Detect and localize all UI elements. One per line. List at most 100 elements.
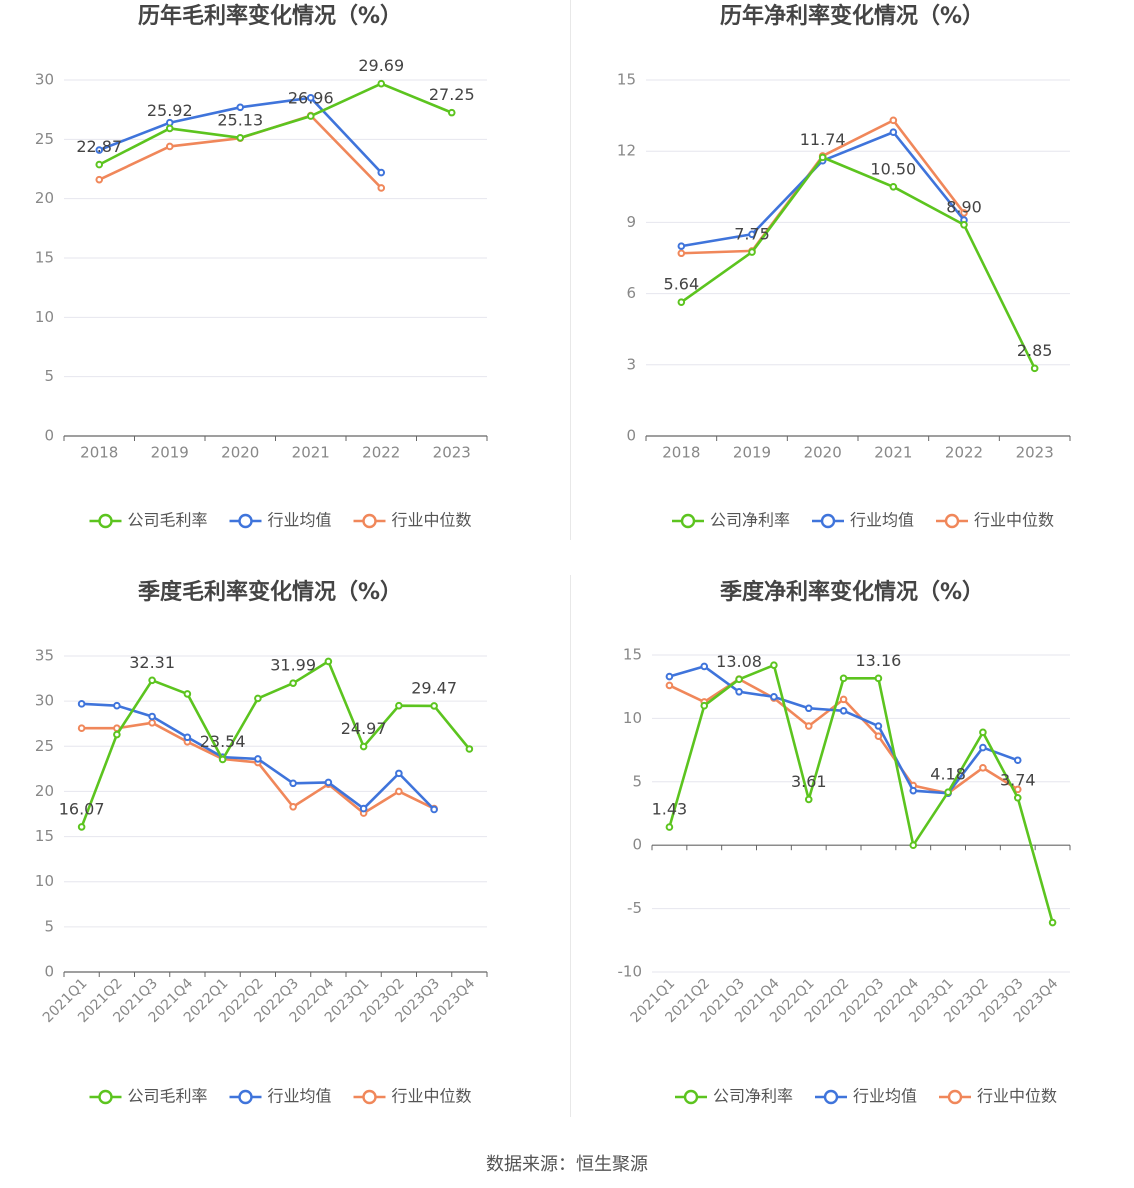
data-point-industry_avg (77, 700, 86, 708)
legend-item-industry_avg: 行业均值 (229, 1087, 332, 1106)
legend-marker (680, 513, 696, 529)
series-line-company (680, 156, 1036, 369)
chart-panel-2: 历年净利率变化情况（%） 0 3 6 9 12 15 2018 2019 2020 2021 2022… (617, 3, 1071, 530)
y-tick-label: 5 (44, 917, 54, 935)
x-tick-label: 2019 (733, 444, 771, 462)
data-point-industry_avg (236, 103, 245, 112)
data-point-company (839, 674, 848, 683)
legend-marker (823, 1089, 839, 1105)
legend-marker (947, 1089, 963, 1105)
chart-title: 历年净利率变化情况（%） (720, 3, 984, 29)
legend-label: 行业中位数 (392, 511, 472, 530)
data-label: 3.74 (1000, 770, 1036, 789)
data-point-industry_avg (377, 168, 386, 177)
y-tick-label: 0 (44, 427, 54, 445)
data-label: 2.85 (1017, 341, 1053, 360)
data-point-company (148, 676, 156, 685)
y-tick-label: 35 (35, 647, 54, 665)
data-point-company (236, 133, 245, 142)
data-point-industry_avg (148, 712, 156, 721)
x-tick-label: 2023 (433, 444, 471, 462)
data-label: 10.50 (870, 159, 916, 178)
y-tick-label: 30 (35, 692, 54, 710)
data-point-company (218, 755, 227, 764)
data-point-company (465, 745, 474, 753)
x-tick-label: 2018 (80, 444, 118, 462)
data-point-industry_avg (770, 693, 778, 701)
y-tick-label: 15 (35, 249, 54, 267)
data-point-industry_avg (183, 733, 192, 742)
y-tick-label: 3 (626, 355, 636, 373)
legend-label: 行业均值 (850, 511, 914, 530)
data-point-company (77, 823, 86, 831)
data-point-industry_avg (748, 230, 756, 239)
data-point-industry_median (665, 681, 674, 690)
y-tick-label: 30 (35, 71, 54, 89)
legend-item-company: 公司毛利率 (89, 511, 208, 530)
legend-label: 公司净利率 (713, 1087, 793, 1106)
y-tick-label: 25 (35, 130, 54, 148)
legend-label: 公司净利率 (710, 511, 790, 530)
y-tick-label: 12 (617, 142, 636, 160)
chart-panel-3: 季度毛利率变化情况（%）051015202530352021Q12021Q220… (35, 579, 488, 1106)
legend-marker (362, 1089, 377, 1105)
data-point-company (1030, 364, 1039, 373)
y-tick-label: 15 (35, 827, 54, 845)
data-label: 25.13 (217, 110, 263, 129)
legend-item-company: 公司净利率 (672, 511, 790, 530)
y-tick-label: 10 (35, 872, 54, 890)
x-tick-label: 2020 (221, 444, 259, 462)
y-tick-label: 15 (617, 71, 636, 89)
legend-marker (820, 513, 836, 529)
data-point-industry_median (889, 116, 898, 125)
data-point-industry_avg (700, 662, 709, 671)
data-point-industry_avg (430, 805, 438, 814)
data-point-company (377, 79, 386, 88)
y-tick-label: 10 (35, 308, 54, 326)
data-point-company (960, 220, 968, 229)
legend-label: 行业中位数 (974, 511, 1054, 530)
legend-marker (238, 513, 253, 529)
x-tick-label: 2019 (151, 444, 189, 462)
data-point-industry_avg (113, 701, 121, 710)
data-label: 23.54 (200, 732, 246, 751)
data-point-industry_median (377, 184, 386, 192)
data-point-company (324, 657, 333, 666)
data-point-industry_median (289, 802, 297, 811)
data-point-industry_median (95, 175, 104, 184)
x-tick-label: 2021 (874, 444, 912, 462)
y-tick-label: 5 (632, 772, 642, 790)
data-point-company (979, 728, 987, 737)
data-label: 27.25 (429, 85, 475, 104)
chart-panel-1: 历年毛利率变化情况（%） 0 5 10 15 20 25 30 2018 2019 2020 2021… (35, 3, 488, 530)
data-point-industry_avg (324, 778, 333, 787)
legend-item-industry_median: 行业中位数 (939, 1087, 1057, 1106)
legend-marker (362, 513, 377, 529)
series-line-company (668, 663, 1054, 923)
y-tick-label: -10 (618, 963, 643, 981)
data-point-industry_avg (254, 755, 262, 763)
legend-item-industry_avg: 行业均值 (812, 511, 914, 530)
y-tick-label: 0 (44, 963, 54, 981)
data-point-industry_avg (889, 128, 898, 137)
legend-label: 行业均值 (268, 511, 332, 530)
x-tick-label: 2018 (662, 444, 700, 462)
data-point-industry_median (395, 787, 403, 796)
data-label: 29.69 (358, 56, 404, 75)
y-tick-label: 20 (35, 782, 54, 800)
series-line-industry_avg (681, 130, 966, 248)
y-tick-label: 10 (623, 709, 642, 727)
data-point-industry_avg (735, 687, 743, 696)
data-label: 22.87 (76, 137, 122, 156)
legend: 公司毛利率 行业均值 行业中位数 (89, 511, 472, 530)
legend-marker (238, 1089, 253, 1105)
data-point-industry_avg (677, 242, 686, 250)
y-tick-label: 25 (35, 737, 54, 755)
data-point-industry_avg (395, 769, 403, 778)
data-point-industry_avg (665, 672, 674, 681)
legend-label: 行业均值 (853, 1087, 917, 1106)
data-label: 5.64 (664, 275, 700, 294)
x-tick-label: 2022 (945, 444, 983, 462)
legend-marker (98, 1089, 113, 1105)
